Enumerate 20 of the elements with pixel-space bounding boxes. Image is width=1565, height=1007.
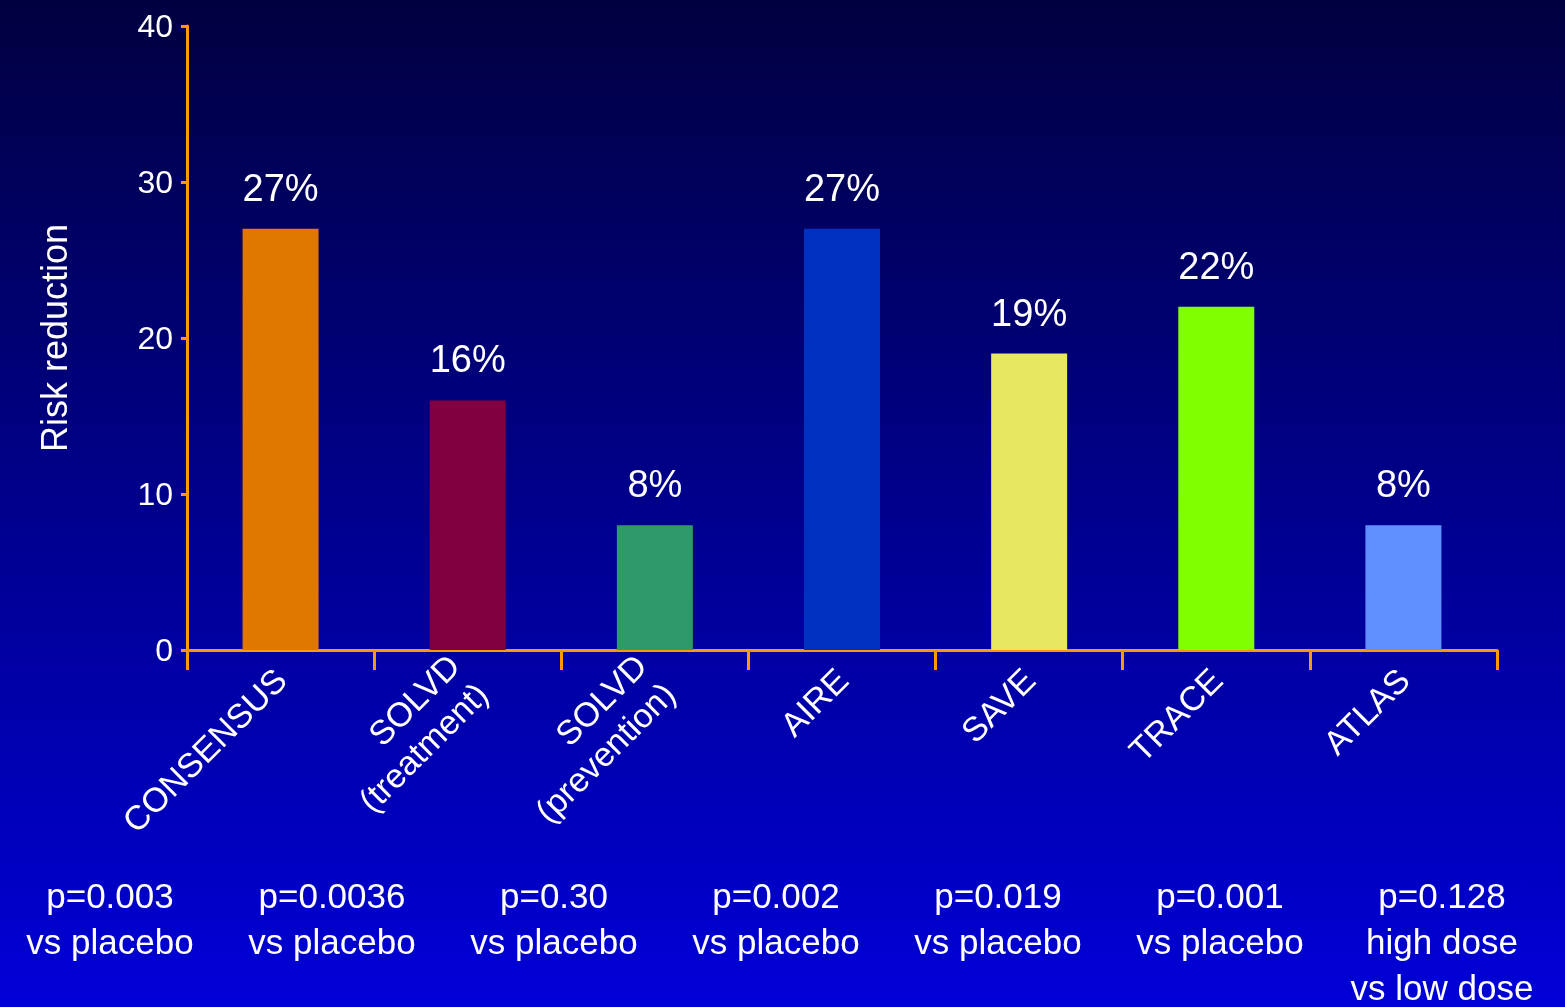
y-tick-label: 40	[137, 8, 173, 44]
text: p=0.002 vs placebo	[692, 875, 860, 961]
text: p=0.30 vs placebo	[470, 875, 638, 961]
text: p=0.003 vs placebo	[26, 875, 194, 961]
text: p=0.128 high dose vs low dose	[1350, 875, 1534, 1007]
text: p=0.001 vs placebo	[1136, 875, 1304, 961]
y-axis-title: Risk reduction	[33, 223, 75, 453]
data-label: 27%	[803, 166, 881, 209]
y-tick-label: 30	[137, 164, 173, 200]
data-label: 8%	[627, 463, 683, 506]
data-label: 16%	[429, 338, 506, 381]
data-label: 19%	[991, 291, 1068, 334]
y-tick-label: 0	[155, 632, 173, 668]
data-label: 27%	[242, 166, 319, 209]
text: p=0.0036 vs placebo	[248, 875, 416, 961]
data-label: 8%	[1375, 463, 1431, 506]
y-tick-label: 10	[137, 476, 173, 512]
data-label: 22%	[1178, 244, 1255, 287]
text: p=0.019 vs placebo	[914, 875, 1082, 961]
y-tick-label: 20	[137, 320, 173, 356]
